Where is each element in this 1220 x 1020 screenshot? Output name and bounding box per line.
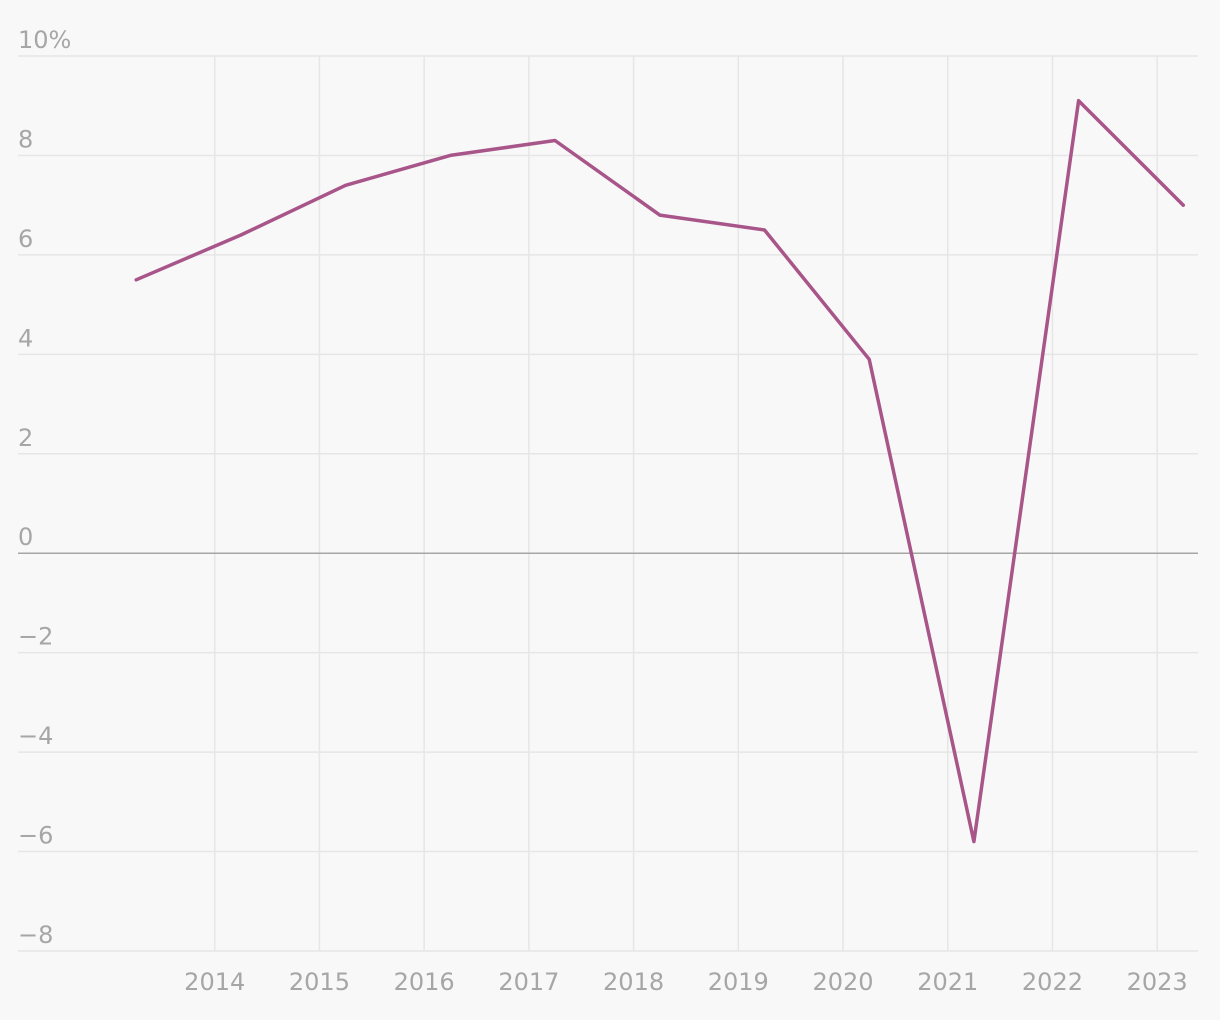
series-layer [134, 98, 1186, 844]
x-tick-label: 2021 [917, 968, 978, 996]
x-tick-label: 2018 [603, 968, 664, 996]
x-axis-tick-labels: 2014 2015 2016 2017 2018 2019 2020 2021 2022 2023 [184, 968, 1188, 996]
series-line-0 [134, 98, 1186, 844]
y-tick-label: 2 [18, 424, 33, 452]
x-tick-label: 2017 [498, 968, 559, 996]
y-tick-label: −8 [18, 921, 53, 949]
x-tick-label: 2019 [708, 968, 769, 996]
x-tick-label: 2016 [394, 968, 455, 996]
y-tick-label: 8 [18, 125, 33, 153]
y-tick-label: −6 [18, 822, 53, 850]
vertical-gridlines [213, 56, 1158, 951]
x-tick-label: 2022 [1022, 968, 1083, 996]
y-tick-label: 0 [18, 523, 33, 551]
y-tick-label: −2 [18, 623, 53, 651]
y-axis-tick-labels: −8 −6 −4 −2 0 2 4 6 8 10% [18, 26, 71, 949]
y-tick-label: 4 [18, 324, 33, 352]
y-tick-label: −4 [18, 722, 53, 750]
y-tick-label: 10% [18, 26, 71, 54]
x-tick-label: 2023 [1127, 968, 1188, 996]
x-tick-label: 2014 [184, 968, 245, 996]
x-tick-label: 2015 [289, 968, 350, 996]
x-tick-label: 2020 [812, 968, 873, 996]
y-tick-label: 6 [18, 225, 33, 253]
